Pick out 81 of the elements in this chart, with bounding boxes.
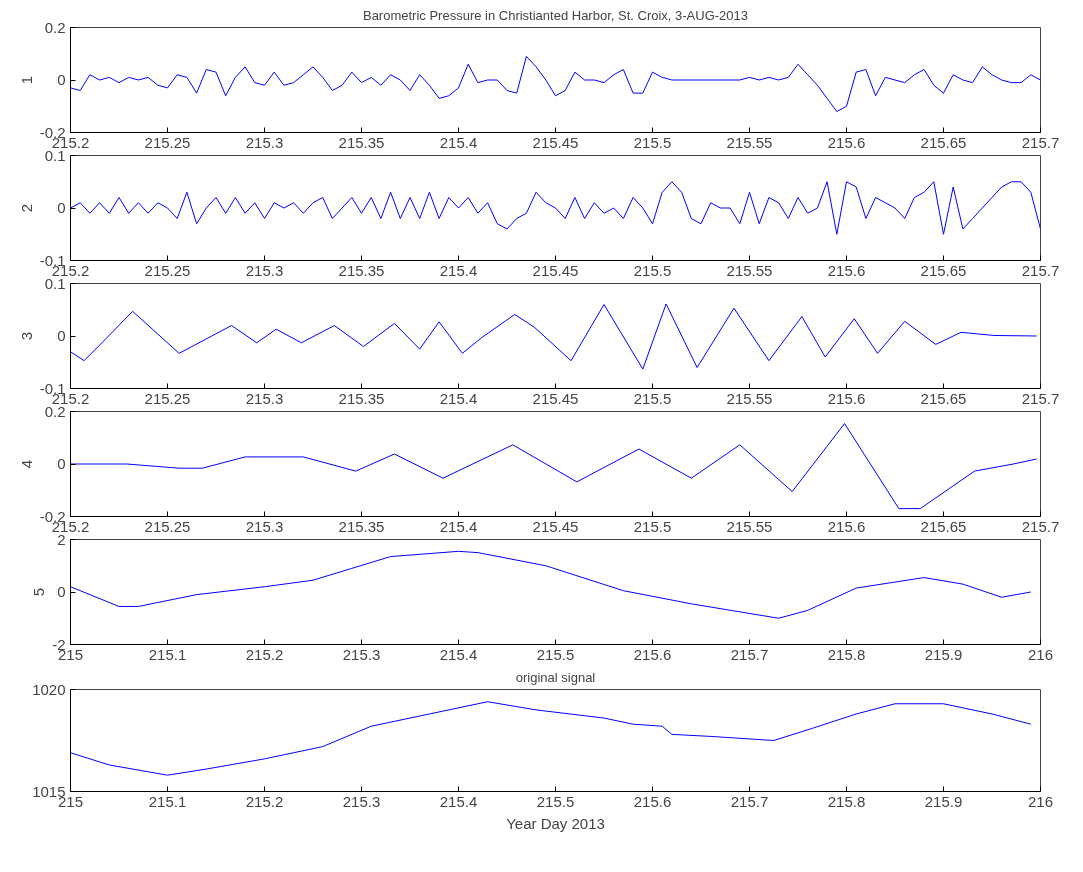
x-tick-label: 215.55 — [726, 261, 773, 279]
x-tick-label: 215.7 — [1021, 133, 1060, 151]
x-tick-label: 215.2 — [245, 645, 284, 663]
x-tick-label: 215.45 — [532, 133, 579, 151]
y-axis-title: 4 — [17, 459, 35, 469]
x-tick-label: 215.6 — [633, 645, 672, 663]
x-tick-label: 215.9 — [924, 792, 963, 810]
x-tick-label: 215.5 — [536, 792, 575, 810]
x-tick-label: 215.3 — [342, 792, 381, 810]
x-tick-label: 215.25 — [144, 517, 191, 535]
x-tick-label: 215.5 — [536, 645, 575, 663]
y-axis-title: 3 — [17, 331, 35, 341]
x-tick-label: 216 — [1027, 645, 1054, 663]
x-tick-label: 215.65 — [920, 261, 967, 279]
x-tick-label: 215.3 — [245, 133, 284, 151]
x-tick-label: 215.1 — [148, 645, 187, 663]
y-axis-title: 5 — [30, 587, 48, 597]
y-tick-label: 0.2 — [44, 18, 66, 36]
x-tick-label: 215.3 — [342, 645, 381, 663]
x-tick-label: 215.7 — [1021, 261, 1060, 279]
chart-title: original signal — [515, 669, 596, 685]
x-axis-title: Year Day 2013 — [506, 814, 605, 832]
x-tick-label: 215.25 — [144, 261, 191, 279]
x-tick-label: 215.35 — [338, 133, 385, 151]
x-tick-label: 215.55 — [726, 389, 773, 407]
x-tick-label: 215.55 — [726, 517, 773, 535]
x-tick-label: 215.8 — [827, 792, 866, 810]
line-series — [70, 55, 1041, 112]
x-tick-label: 215.45 — [532, 261, 579, 279]
x-tick-label: 215.35 — [338, 517, 385, 535]
line-series — [70, 423, 1038, 510]
y-tick-label: 1020 — [32, 680, 66, 698]
x-tick-label: 215.5 — [633, 389, 672, 407]
x-tick-label: 215.5 — [633, 133, 672, 151]
x-tick-label: 215.35 — [338, 389, 385, 407]
x-tick-label: 215.4 — [439, 261, 478, 279]
line-series — [70, 181, 1041, 235]
y-tick-label: 0 — [57, 199, 66, 216]
x-tick-label: 215.4 — [439, 792, 478, 810]
x-tick-label: 215.6 — [827, 517, 866, 535]
y-tick-label: 0 — [57, 71, 66, 88]
x-tick-label: 215.35 — [338, 261, 385, 279]
y-tick-label: 0 — [57, 455, 66, 472]
x-tick-label: 215.3 — [245, 389, 284, 407]
line-series — [70, 701, 1032, 776]
x-tick-label: 215.45 — [532, 389, 579, 407]
x-tick-label: 215.25 — [144, 133, 191, 151]
x-tick-label: 215.4 — [439, 645, 478, 663]
x-tick-label: 215.9 — [924, 645, 963, 663]
x-tick-label: 215.7 — [1021, 389, 1060, 407]
x-tick-label: 215.6 — [827, 261, 866, 279]
x-tick-label: 215.45 — [532, 517, 579, 535]
x-tick-label: 215.8 — [827, 645, 866, 663]
x-tick-label: 215.4 — [439, 389, 478, 407]
y-tick-label: 0 — [57, 327, 66, 344]
x-tick-label: 215.65 — [920, 133, 967, 151]
x-tick-label: 215.3 — [245, 517, 284, 535]
x-tick-label: 216 — [1027, 792, 1054, 810]
x-tick-label: 215.65 — [920, 389, 967, 407]
x-tick-label: 215.5 — [633, 261, 672, 279]
line-series — [70, 550, 1032, 619]
x-tick-label: 215.5 — [633, 517, 672, 535]
x-tick-label: 215.3 — [245, 261, 284, 279]
x-tick-label: 215.1 — [148, 792, 187, 810]
x-tick-label: 215.6 — [633, 792, 672, 810]
x-tick-label: 215.6 — [827, 389, 866, 407]
x-tick-label: 215.2 — [245, 792, 284, 810]
x-tick-label: 215.6 — [827, 133, 866, 151]
x-tick-label: 215.7 — [1021, 517, 1060, 535]
x-tick-label: 215.4 — [439, 517, 478, 535]
y-tick-label: 0 — [57, 583, 66, 600]
x-tick-label: 215.4 — [439, 133, 478, 151]
x-tick-label: 215.7 — [730, 645, 769, 663]
x-tick-label: 215.65 — [920, 517, 967, 535]
x-tick-label: 215.25 — [144, 389, 191, 407]
x-tick-label: 215.55 — [726, 133, 773, 151]
chart-title: Barometric Pressure in Christianted Harbor, St. Croix, 3-AUG-2013 — [362, 7, 749, 23]
x-tick-label: 215.7 — [730, 792, 769, 810]
line-series — [70, 303, 1038, 370]
y-axis-title: 2 — [17, 203, 35, 213]
y-axis-title: 1 — [17, 75, 35, 85]
